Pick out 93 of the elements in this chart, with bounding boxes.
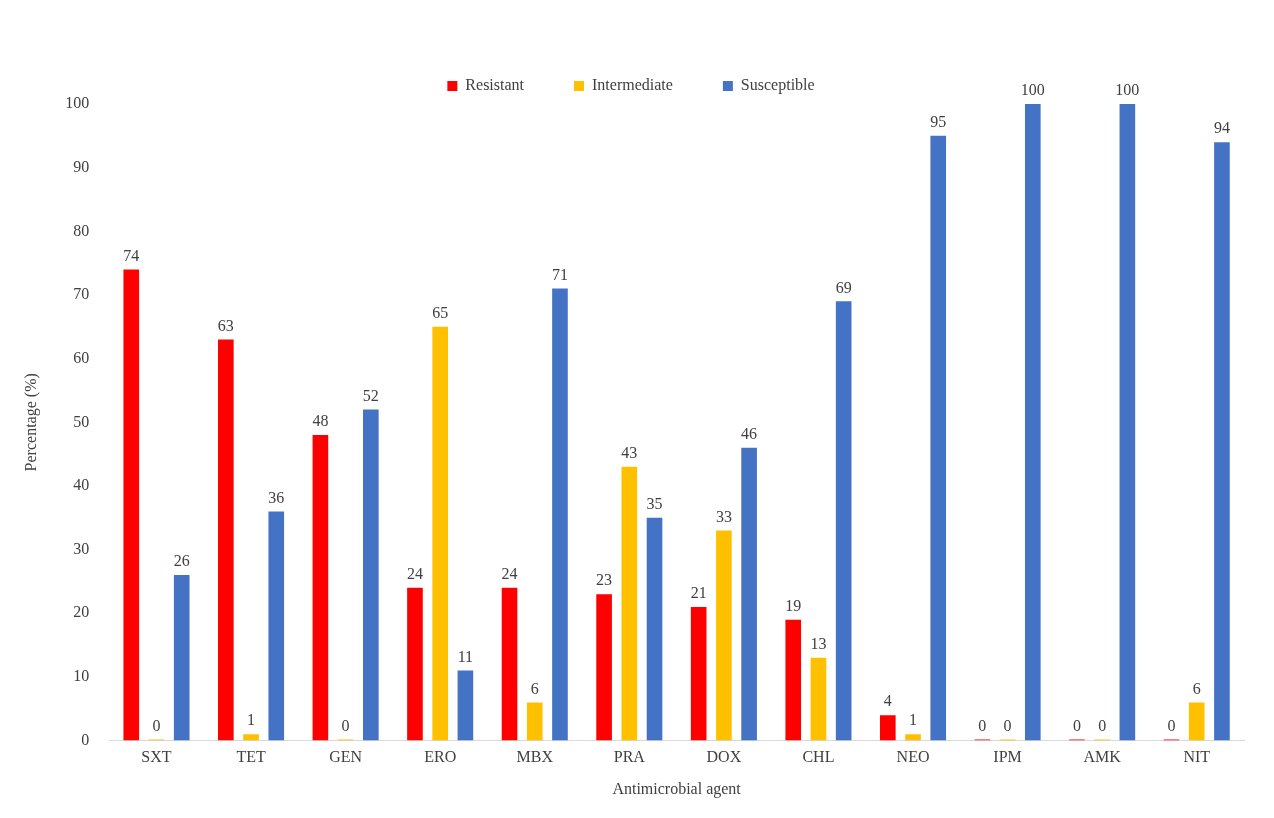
data-label: 33 [715, 507, 732, 525]
data-label: 6 [1192, 679, 1201, 697]
y-tick-label: 0 [81, 730, 90, 748]
data-label: 52 [362, 386, 379, 404]
data-label: 94 [1213, 119, 1230, 137]
bar [621, 466, 638, 741]
y-tick-label: 80 [73, 221, 90, 239]
x-tick-label: GEN [329, 748, 363, 766]
bar [457, 670, 474, 741]
data-label: 69 [835, 278, 852, 296]
bar [905, 734, 921, 741]
data-label: 26 [173, 552, 190, 570]
data-label: 0 [341, 716, 350, 734]
data-label: 63 [217, 316, 234, 334]
x-axis-title: Antimicrobial agent [612, 779, 742, 798]
bar [1119, 104, 1136, 741]
bar [432, 326, 448, 741]
x-tick-label: SXT [141, 748, 172, 766]
bar [218, 339, 234, 741]
bar [1024, 104, 1041, 741]
x-tick-label: ERO [424, 748, 457, 766]
data-label: 43 [621, 444, 638, 462]
y-tick-label: 40 [73, 476, 90, 494]
bar [268, 511, 285, 741]
legend-label: Resistant [465, 76, 525, 94]
y-axis-title: Percentage (%) [21, 373, 40, 472]
data-label: 4 [883, 692, 892, 710]
bar [835, 301, 852, 741]
x-tick-label: AMK [1083, 748, 1122, 766]
bar [312, 435, 329, 741]
y-tick-label: 90 [73, 157, 90, 175]
bar [810, 657, 827, 741]
data-label: 1 [909, 711, 918, 729]
bar [1214, 142, 1230, 741]
data-label: 0 [1072, 716, 1081, 734]
data-label: 21 [690, 584, 707, 602]
data-label: 0 [152, 716, 161, 734]
data-label: 74 [123, 246, 140, 264]
bar [741, 447, 757, 741]
data-label: 36 [268, 488, 285, 506]
bar [173, 575, 190, 741]
data-label: 13 [810, 635, 827, 653]
bar [879, 715, 896, 741]
data-label: 24 [406, 565, 423, 583]
x-tick-label: IPM [993, 748, 1022, 766]
bar [596, 594, 612, 741]
y-tick-label: 50 [73, 412, 90, 430]
bar [930, 135, 947, 741]
x-tick-label: CHL [802, 748, 835, 766]
data-label: 35 [646, 494, 663, 512]
bar [785, 619, 802, 741]
bar [407, 587, 423, 741]
x-tick-label: MBX [516, 748, 554, 766]
data-label: 95 [930, 113, 947, 131]
data-label: 0 [978, 716, 987, 734]
bar [716, 530, 732, 741]
y-tick-label: 70 [73, 285, 90, 303]
bar [501, 587, 518, 741]
data-label: 0 [1098, 716, 1107, 734]
y-tick-label: 20 [73, 603, 90, 621]
bar [646, 517, 663, 741]
data-label: 65 [432, 304, 449, 322]
bar [526, 702, 543, 741]
bar [1188, 702, 1205, 741]
bar [552, 288, 568, 741]
data-label: 100 [1020, 81, 1045, 99]
x-tick-label: TET [236, 748, 266, 766]
data-label: 71 [551, 265, 568, 283]
data-label: 23 [596, 571, 613, 589]
y-tick-label: 10 [73, 667, 90, 685]
data-label: 46 [741, 424, 758, 442]
data-label: 0 [1003, 716, 1012, 734]
data-label: 1 [247, 711, 256, 729]
data-label: 0 [1167, 716, 1176, 734]
y-tick-label: 30 [73, 539, 90, 557]
data-label: 11 [457, 647, 474, 665]
legend-label: Susceptible [740, 76, 815, 95]
x-tick-label: NEO [896, 748, 930, 766]
data-label: 19 [785, 596, 802, 614]
bar [690, 606, 707, 741]
bar [123, 269, 140, 741]
data-label: 6 [530, 679, 539, 697]
legend-label: Intermediate [592, 76, 673, 94]
data-label: 24 [501, 565, 518, 583]
x-tick-label: PRA [613, 748, 646, 766]
data-label: 100 [1115, 81, 1140, 99]
data-label: 48 [312, 412, 329, 430]
y-tick-label: 100 [65, 94, 90, 112]
bar [243, 734, 259, 741]
y-tick-label: 60 [73, 348, 90, 366]
bar [363, 409, 379, 741]
x-tick-label: DOX [706, 748, 742, 766]
x-tick-label: NIT [1183, 748, 1211, 766]
